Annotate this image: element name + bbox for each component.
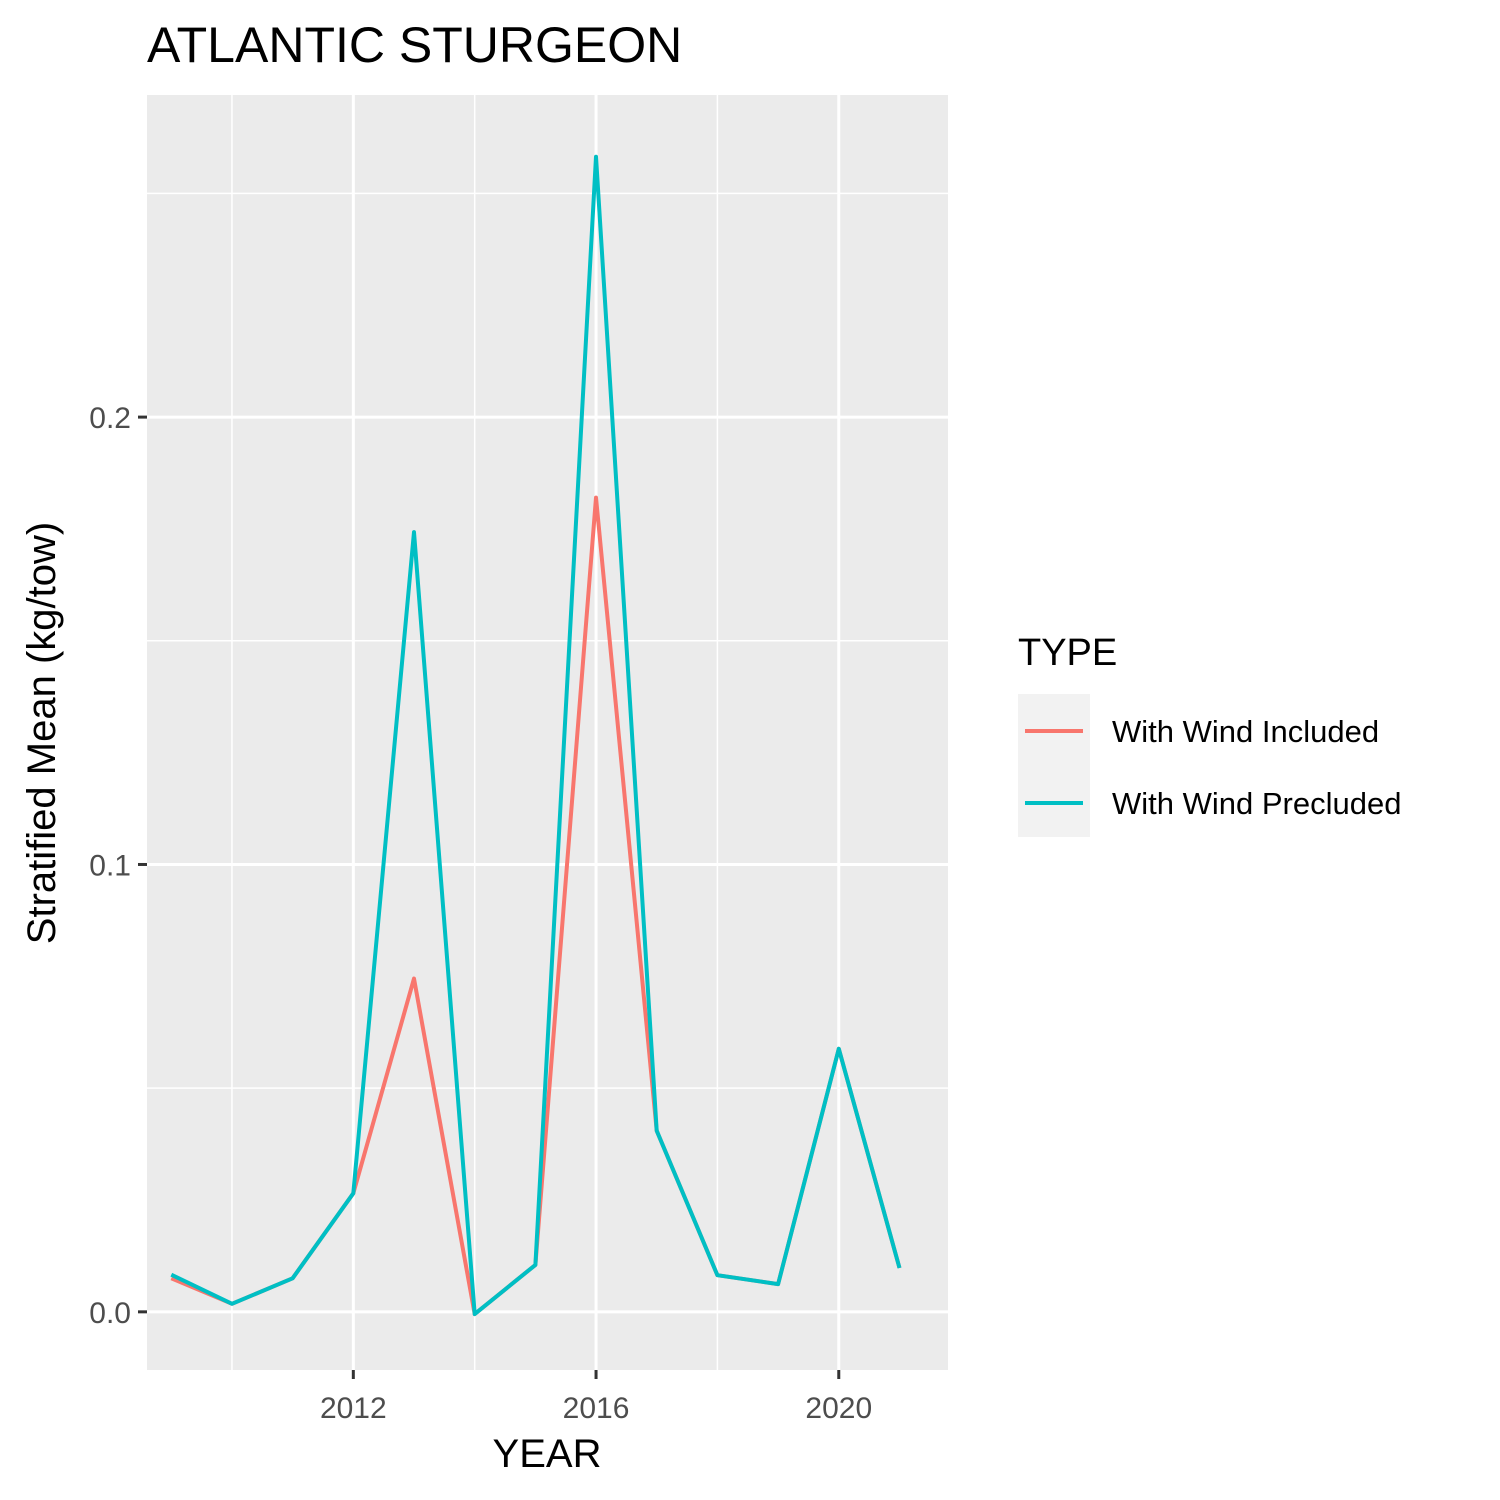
y-tick-label: 0.2	[89, 402, 131, 435]
y-axis: 0.0 0.1 0.2	[89, 402, 147, 1330]
y-tick-label: 0.0	[89, 1297, 131, 1330]
legend-item-label: With Wind Precluded	[1112, 786, 1401, 821]
legend-title: TYPE	[1018, 632, 1117, 674]
legend-key-background	[1018, 694, 1090, 837]
minor-gridlines	[147, 95, 948, 1370]
series-lines	[170, 154, 902, 1317]
chart-title: ATLANTIC STURGEON	[147, 17, 682, 73]
y-axis-title: Stratified Mean (kg/tow)	[20, 522, 64, 944]
major-gridlines	[147, 95, 948, 1370]
x-tick-label: 2020	[805, 1392, 872, 1425]
series-line-2	[170, 154, 902, 1317]
x-axis: 2012 2016 2020	[320, 1370, 872, 1425]
legend-item-label: With Wind Included	[1112, 714, 1379, 749]
legend: TYPE With Wind Included With Wind Preclud…	[1018, 632, 1401, 837]
y-tick-label: 0.1	[89, 849, 131, 882]
x-tick-label: 2012	[320, 1392, 387, 1425]
plot-panel	[147, 95, 948, 1370]
x-tick-label: 2016	[563, 1392, 630, 1425]
x-axis-title: YEAR	[493, 1432, 602, 1476]
